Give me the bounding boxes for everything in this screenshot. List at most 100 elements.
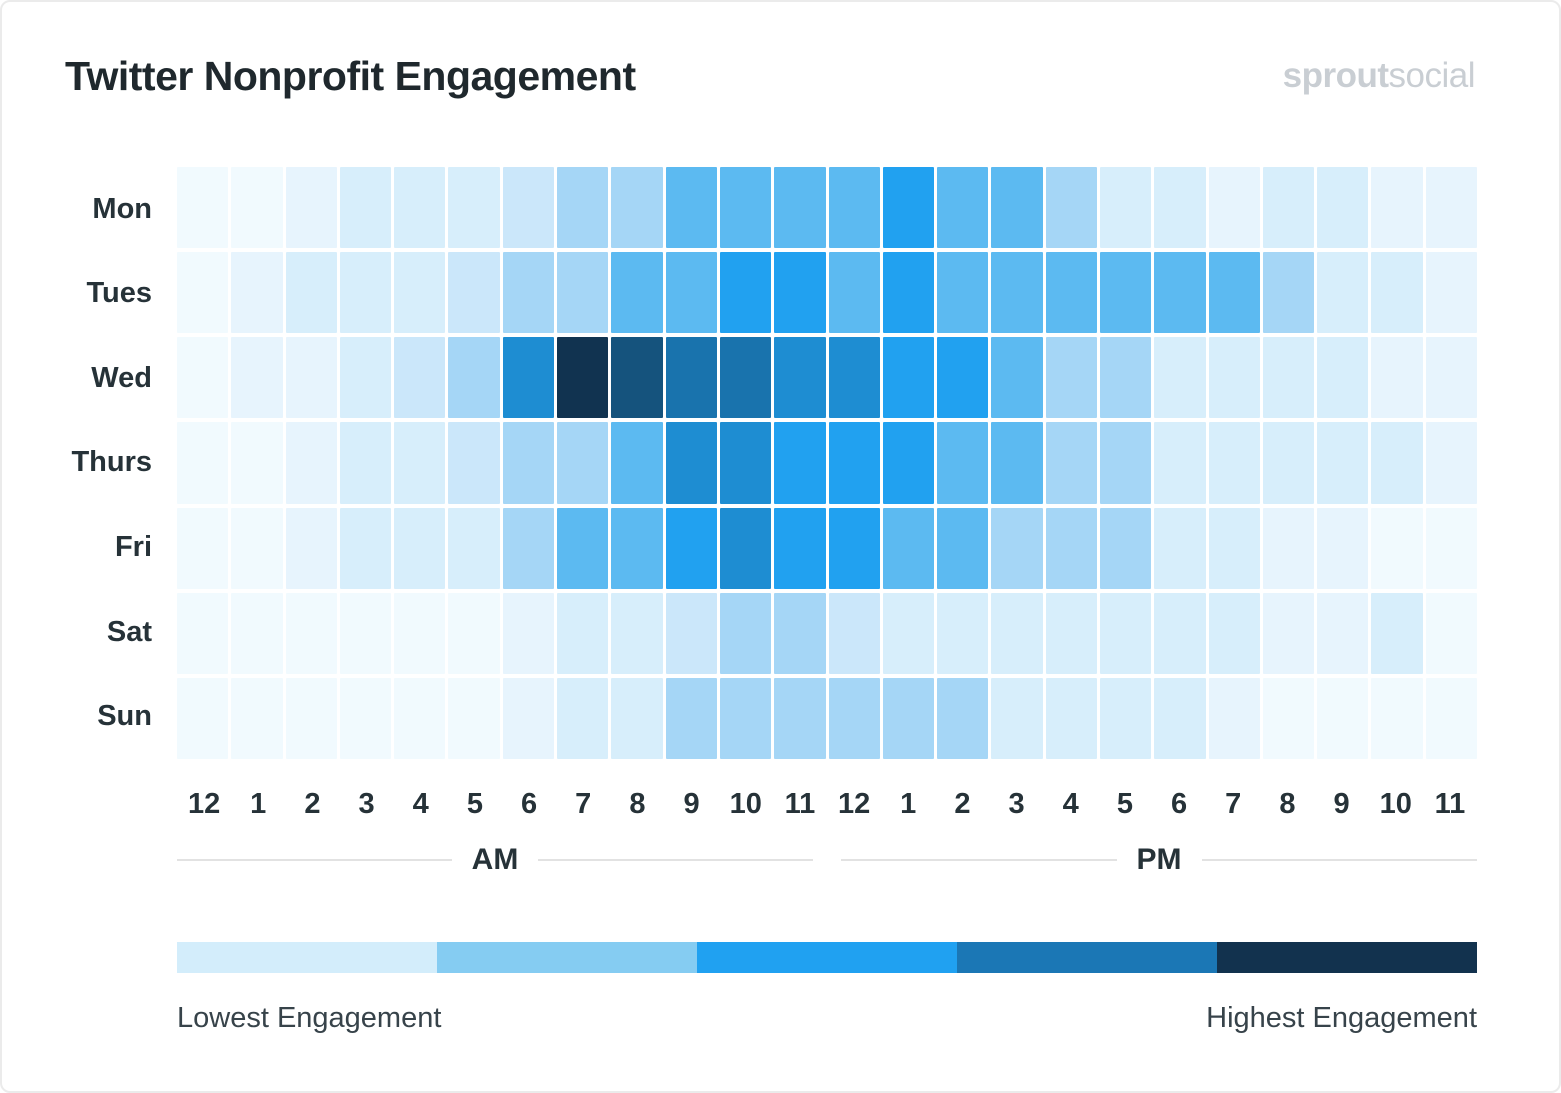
heatmap-cell-thurs-12 bbox=[828, 422, 880, 504]
x-axis-label-23: 11 bbox=[1434, 787, 1466, 820]
heatmap-cell-sun-10 bbox=[719, 677, 772, 759]
heatmap-cell-fri-21 bbox=[1317, 507, 1369, 589]
heatmap-cell-sun-4 bbox=[394, 677, 446, 759]
pm-period-group: PM bbox=[841, 843, 1477, 877]
heatmap-cell-wed-9 bbox=[665, 337, 717, 419]
heatmap-cell-sat-21 bbox=[1317, 592, 1369, 674]
heatmap-cell-tues-16 bbox=[1045, 252, 1097, 334]
x-axis-label-14: 2 bbox=[954, 787, 971, 820]
heatmap-cell-wed-17 bbox=[1099, 337, 1152, 419]
heatmap-cell-wed-14 bbox=[937, 337, 989, 419]
heatmap-cell-wed-10 bbox=[719, 337, 772, 419]
heatmap-cell-tues-23 bbox=[1425, 252, 1477, 334]
heatmap-cell-sun-8 bbox=[611, 677, 663, 759]
heatmap-cell-tues-18 bbox=[1154, 252, 1206, 334]
heatmap-cell-thurs-13 bbox=[882, 422, 935, 504]
heatmap-cell-wed-22 bbox=[1371, 337, 1423, 419]
y-axis-label-sun: Sun bbox=[97, 700, 152, 733]
heatmap-cell-wed-5 bbox=[448, 337, 500, 419]
heatmap-cell-thurs-19 bbox=[1208, 422, 1260, 504]
y-axis-label-fri: Fri bbox=[114, 531, 152, 564]
heatmap-cell-tues-6 bbox=[502, 252, 555, 334]
heatmap-cell-wed-21 bbox=[1317, 337, 1369, 419]
heatmap-cell-fri-2 bbox=[285, 507, 337, 589]
heatmap-cell-fri-22 bbox=[1371, 507, 1423, 589]
x-axis-label-4: 4 bbox=[412, 787, 429, 820]
y-axis-label-tues: Tues bbox=[86, 277, 152, 310]
heatmap-cell-wed-1 bbox=[231, 337, 283, 419]
heatmap-cell-sat-12 bbox=[828, 592, 880, 674]
heatmap-cell-tues-22 bbox=[1371, 252, 1423, 334]
heatmap-cell-tues-19 bbox=[1208, 252, 1260, 334]
heatmap-cell-sat-22 bbox=[1371, 592, 1423, 674]
heatmap-cell-mon-8 bbox=[611, 167, 663, 249]
heatmap-cell-sat-5 bbox=[448, 592, 500, 674]
x-axis-label-7: 7 bbox=[575, 787, 592, 820]
heatmap-cell-thurs-22 bbox=[1371, 422, 1423, 504]
heatmap-cell-fri-6 bbox=[502, 507, 555, 589]
heatmap-cell-mon-1 bbox=[231, 167, 283, 249]
y-axis-label-wed: Wed bbox=[91, 361, 152, 394]
heatmap-cell-thurs-3 bbox=[339, 422, 392, 504]
heatmap-cell-mon-22 bbox=[1371, 167, 1423, 249]
heatmap-cell-sun-13 bbox=[882, 677, 935, 759]
heatmap-cell-thurs-20 bbox=[1262, 422, 1315, 504]
heatmap-cell-sun-21 bbox=[1317, 677, 1369, 759]
heatmap-cell-sun-19 bbox=[1208, 677, 1260, 759]
legend-segment-2 bbox=[697, 942, 957, 973]
logo-text-sprout: sprout bbox=[1282, 56, 1389, 95]
heatmap-cell-fri-8 bbox=[611, 507, 663, 589]
heatmap-cell-sun-6 bbox=[502, 677, 555, 759]
x-axis-label-9: 9 bbox=[683, 787, 700, 820]
legend-segment-4 bbox=[1217, 942, 1477, 973]
heatmap-cell-wed-13 bbox=[882, 337, 935, 419]
heatmap-cell-sat-4 bbox=[394, 592, 446, 674]
heatmap-cell-fri-7 bbox=[557, 507, 609, 589]
heatmap-cell-tues-4 bbox=[394, 252, 446, 334]
heatmap-cell-sun-2 bbox=[285, 677, 337, 759]
y-axis-label-sat: Sat bbox=[106, 615, 152, 648]
heatmap-cell-sat-20 bbox=[1262, 592, 1315, 674]
heatmap-cell-thurs-21 bbox=[1317, 422, 1369, 504]
y-axis-label-thurs: Thurs bbox=[71, 446, 152, 479]
heatmap-cell-sat-1 bbox=[231, 592, 283, 674]
heatmap-cell-mon-19 bbox=[1208, 167, 1260, 249]
heatmap-cell-thurs-18 bbox=[1154, 422, 1206, 504]
heatmap-cell-fri-18 bbox=[1154, 507, 1206, 589]
heatmap-cell-tues-12 bbox=[828, 252, 880, 334]
heatmap-cell-sat-17 bbox=[1099, 592, 1152, 674]
heatmap-grid bbox=[177, 167, 1477, 759]
sproutsocial-logo: sproutsocial bbox=[1282, 56, 1476, 96]
heatmap-cell-sat-9 bbox=[665, 592, 717, 674]
heatmap-cell-mon-0 bbox=[177, 167, 229, 249]
heatmap-cell-fri-9 bbox=[665, 507, 717, 589]
x-axis-label-21: 9 bbox=[1333, 787, 1350, 820]
x-axis-label-15: 3 bbox=[1008, 787, 1025, 820]
heatmap-cell-wed-18 bbox=[1154, 337, 1206, 419]
heatmap-cell-fri-5 bbox=[448, 507, 500, 589]
heatmap-cell-sun-22 bbox=[1371, 677, 1423, 759]
heatmap-cell-mon-14 bbox=[937, 167, 989, 249]
x-axis-label-17: 5 bbox=[1116, 787, 1133, 820]
heatmap-cell-thurs-8 bbox=[611, 422, 663, 504]
heatmap-cell-sun-18 bbox=[1154, 677, 1206, 759]
heatmap-cell-thurs-4 bbox=[394, 422, 446, 504]
heatmap-cell-sun-5 bbox=[448, 677, 500, 759]
heatmap-cell-mon-10 bbox=[719, 167, 772, 249]
heatmap-cell-mon-9 bbox=[665, 167, 717, 249]
heatmap-cell-thurs-23 bbox=[1425, 422, 1477, 504]
x-axis-label-0: 12 bbox=[187, 787, 221, 820]
heatmap-cell-mon-17 bbox=[1099, 167, 1152, 249]
heatmap-cell-fri-4 bbox=[394, 507, 446, 589]
heatmap-cell-wed-2 bbox=[285, 337, 337, 419]
heatmap-cell-tues-1 bbox=[231, 252, 283, 334]
am-label: AM bbox=[471, 843, 519, 876]
heatmap-cell-sat-7 bbox=[557, 592, 609, 674]
page-title: Twitter Nonprofit Engagement bbox=[65, 53, 636, 99]
heatmap-cell-mon-3 bbox=[339, 167, 392, 249]
x-axis-label-3: 3 bbox=[358, 787, 375, 820]
heatmap-cell-tues-3 bbox=[339, 252, 392, 334]
heatmap-cell-wed-15 bbox=[991, 337, 1043, 419]
y-axis-label-mon: Mon bbox=[92, 192, 152, 225]
